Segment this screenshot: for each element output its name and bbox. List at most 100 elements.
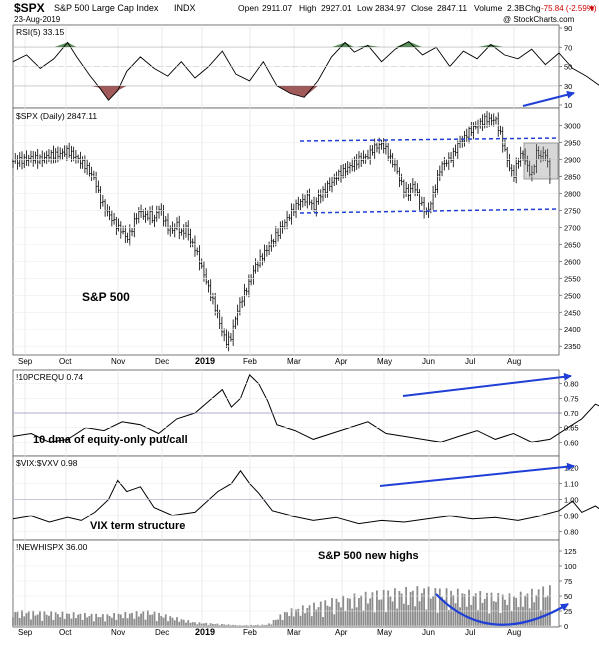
new-highs-legend: !NEWHISPX 36.00 (16, 542, 88, 552)
new-highs-bar (190, 623, 192, 626)
new-highs-bar (410, 592, 412, 626)
chart-header: $SPX S&P 500 Large Cap Index INDX 23-Aug… (14, 1, 597, 24)
new-highs-bar (97, 617, 99, 626)
new-highs-bar (286, 612, 288, 626)
new-highs-bar (172, 618, 174, 626)
month-label: Nov (111, 357, 125, 366)
new-highs-bar (288, 616, 290, 626)
y-tick-label: 25 (564, 607, 572, 616)
high-value: 2927.01 (321, 3, 352, 13)
new-highs-bar (154, 612, 156, 626)
new-highs-bar (151, 615, 153, 626)
new-highs-bar (62, 612, 64, 626)
new-highs-bar (374, 612, 376, 626)
new-highs-bar (457, 589, 459, 626)
new-highs-bar (133, 619, 135, 626)
new-highs-label: S&P 500 new highs (318, 550, 419, 562)
month-label: Aug (507, 628, 521, 637)
new-highs-bar (35, 615, 37, 626)
low-value: 2834.97 (375, 3, 406, 13)
new-highs-bar (372, 592, 374, 626)
new-highs-bar (311, 616, 313, 626)
y-tick-label: 2950 (564, 139, 581, 148)
new-highs-bar (174, 620, 176, 626)
new-highs-bar (297, 609, 299, 626)
new-highs-bar (369, 598, 371, 626)
y-tick-label: 0.80 (564, 380, 579, 389)
new-highs-bar (100, 617, 102, 626)
new-highs-bar (322, 617, 324, 626)
new-highs-bar (23, 616, 25, 626)
new-highs-bar (437, 613, 439, 626)
new-highs-bar (106, 614, 108, 626)
new-highs-bar (477, 610, 479, 626)
new-highs-bar (470, 605, 472, 626)
vix-term-label: VIX term structure (90, 520, 185, 532)
new-highs-bar (403, 604, 405, 626)
new-highs-bar (282, 620, 284, 626)
watermark: @ StockCharts.com (503, 15, 575, 24)
new-highs-bar (407, 605, 409, 626)
new-highs-bar (385, 612, 387, 626)
month-label: Oct (59, 357, 72, 366)
new-highs-bar (416, 586, 418, 626)
new-highs-bar (88, 616, 90, 626)
new-highs-bar (136, 611, 138, 626)
new-highs-bar (434, 588, 436, 626)
new-highs-bar (131, 613, 133, 626)
y-tick-label: 2350 (564, 342, 581, 351)
new-highs-bar (345, 611, 347, 626)
new-highs-bar (212, 624, 214, 626)
low-label: Low (357, 3, 373, 13)
new-highs-bar (448, 610, 450, 626)
new-highs-bar (181, 619, 183, 626)
new-highs-bar (318, 607, 320, 626)
new-highs-bar (349, 599, 351, 626)
putcall-label: 10 dma of equity-only put/call (33, 434, 188, 446)
new-highs-bar (392, 601, 394, 626)
month-label: Jul (465, 357, 475, 366)
volume-value: 2.3B (507, 3, 525, 13)
new-highs-bar (430, 599, 432, 626)
new-highs-bar (79, 614, 81, 626)
month-label: Apr (335, 628, 348, 637)
new-highs-bar (73, 612, 75, 626)
new-highs-bar (331, 598, 333, 626)
symbol: $SPX (14, 1, 45, 15)
new-highs-bar (293, 616, 295, 626)
y-tick-label: 0.60 (564, 438, 579, 447)
consolidation-box (524, 143, 558, 179)
new-highs-bar (142, 611, 144, 626)
y-tick-label: 2900 (564, 156, 581, 165)
new-highs-bar (309, 605, 311, 626)
new-highs-bar (41, 621, 43, 626)
close-label: Close (411, 3, 433, 13)
new-highs-bar (149, 615, 151, 626)
new-highs-bar (95, 614, 97, 626)
new-highs-bar (91, 614, 93, 626)
month-label: 2019 (195, 356, 215, 366)
month-label: Sep (18, 628, 33, 637)
new-highs-bar (30, 619, 32, 626)
new-highs-bar (354, 594, 356, 626)
new-highs-bar (102, 614, 104, 626)
y-tick-label: 0.80 (564, 528, 579, 537)
new-highs-bar (313, 603, 315, 626)
new-highs-bar (138, 617, 140, 626)
new-highs-bar (176, 617, 178, 626)
month-label: Dec (155, 628, 169, 637)
y-tick-label: 50 (564, 592, 572, 601)
new-highs-bar (28, 611, 30, 626)
new-highs-bar (118, 614, 120, 626)
y-tick-label: 50 (564, 63, 572, 72)
new-highs-bar (509, 593, 511, 626)
y-tick-label: 2500 (564, 291, 581, 300)
new-highs-bar (405, 587, 407, 626)
new-highs-bar (401, 594, 403, 626)
new-highs-bar (378, 600, 380, 626)
new-highs-bar (104, 621, 106, 626)
y-tick-label: 30 (564, 82, 572, 91)
new-highs-bar (145, 620, 147, 626)
new-highs-bar (340, 607, 342, 626)
